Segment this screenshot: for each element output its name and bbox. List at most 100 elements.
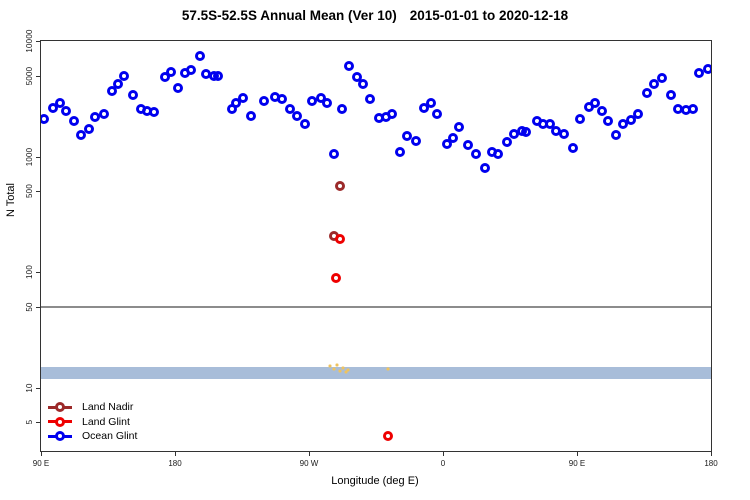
data-point-ocean-glint	[259, 96, 270, 107]
data-point-ocean-glint	[329, 148, 340, 159]
x-tick-label: 90 E	[568, 459, 586, 468]
data-point-ocean-glint	[41, 114, 49, 125]
legend-marker-icon	[48, 402, 72, 413]
data-point-ocean-glint	[597, 105, 608, 116]
data-point-ocean-glint	[470, 149, 481, 160]
data-point-ocean-glint	[574, 114, 585, 125]
legend-item-land-glint: Land Glint	[48, 415, 137, 430]
data-point-ocean-glint	[213, 70, 224, 81]
x-tick	[711, 451, 712, 456]
data-point-ocean-glint	[336, 104, 347, 115]
x-tick	[175, 451, 176, 456]
x-tick-label: 90 E	[32, 459, 50, 468]
legend-circle	[55, 431, 65, 442]
data-point-ocean-glint	[521, 126, 532, 137]
data-point-ocean-glint	[545, 118, 556, 129]
data-point-unlabeled-orange-markers	[328, 364, 332, 368]
legend-item-ocean-glint: Ocean Glint	[48, 429, 137, 444]
data-point-ocean-glint	[387, 108, 398, 119]
y-tick-label: 100	[25, 265, 34, 279]
data-point-ocean-glint	[89, 111, 100, 122]
data-point-ocean-glint	[625, 115, 636, 126]
y-tick	[36, 41, 41, 42]
data-point-ocean-glint	[113, 78, 124, 89]
data-point-ocean-glint	[165, 66, 176, 77]
y-tick	[36, 272, 41, 273]
data-point-ocean-glint	[454, 122, 465, 133]
x-tick	[577, 451, 578, 456]
data-point-ocean-glint	[357, 79, 368, 90]
data-point-unlabeled-orange-markers	[341, 366, 345, 370]
data-point-ocean-glint	[411, 136, 422, 147]
x-tick	[443, 451, 444, 456]
data-point-ocean-glint	[321, 98, 332, 109]
y-tick-label: 10000	[25, 29, 34, 53]
reference-line-50	[41, 305, 711, 308]
data-point-ocean-glint	[656, 72, 667, 83]
legend-label: Land Nadir	[82, 401, 134, 414]
legend-marker-icon	[48, 416, 72, 427]
chart-title-dates: 2015-01-01 to 2020-12-18	[409, 8, 569, 23]
data-point-ocean-glint	[649, 79, 660, 90]
y-tick	[36, 191, 41, 193]
data-point-ocean-glint	[231, 97, 242, 108]
data-point-unlabeled-orange-markers	[338, 369, 342, 373]
legend-marker-icon	[48, 431, 72, 442]
chart-title: 57.5S-52.5S Annual Mean (Ver 10) 2015-01…	[0, 8, 750, 23]
data-point-ocean-glint	[351, 71, 362, 82]
data-point-ocean-glint	[442, 139, 453, 150]
highlight-band	[41, 366, 711, 379]
data-point-ocean-glint	[245, 111, 256, 122]
data-point-ocean-glint	[558, 128, 569, 139]
y-tick-label: 500	[25, 184, 34, 199]
data-point-land-glint	[382, 431, 393, 442]
data-point-ocean-glint	[107, 86, 118, 96]
data-point-ocean-glint	[665, 90, 676, 101]
data-point-ocean-glint	[149, 106, 160, 117]
x-tick-label: 90 W	[299, 459, 319, 468]
data-point-ocean-glint	[277, 94, 288, 105]
data-point-ocean-glint	[618, 119, 629, 130]
data-point-unlabeled-orange-markers	[386, 367, 390, 371]
data-point-ocean-glint	[603, 115, 614, 126]
data-point-ocean-glint	[306, 96, 317, 107]
chart-title-range: 57.5S-52.5S Annual Mean (Ver 10)	[181, 8, 397, 23]
legend-circle	[55, 402, 65, 413]
y-tick-label: 5000	[25, 66, 34, 86]
x-tick-label: 180	[704, 459, 718, 468]
data-point-ocean-glint	[159, 71, 170, 82]
y-tick-label: 1000	[25, 147, 34, 166]
data-point-ocean-glint	[493, 149, 504, 160]
data-point-ocean-glint	[432, 108, 443, 119]
data-point-ocean-glint	[284, 104, 295, 115]
data-point-ocean-glint	[119, 70, 130, 81]
plot-area: 10000 5000 1000 500 100 50 10 5 90 E 180 90 W 0 90 E…	[25, 29, 718, 468]
data-point-ocean-glint	[502, 136, 513, 147]
data-point-ocean-glint	[186, 65, 197, 76]
x-tick-label: 180	[168, 459, 182, 468]
data-point-unlabeled-orange-markers	[335, 363, 339, 367]
x-axis-title: Longitude (deg E)	[331, 475, 419, 487]
data-point-ocean-glint	[344, 61, 355, 72]
data-point-ocean-glint	[448, 132, 459, 143]
legend-item-land-nadir: Land Nadir	[48, 400, 137, 415]
data-point-ocean-glint	[402, 131, 413, 142]
data-point-ocean-glint	[128, 90, 139, 101]
data-point-ocean-glint	[641, 88, 652, 99]
data-point-land-nadir	[335, 181, 346, 192]
data-point-ocean-glint	[567, 143, 578, 154]
y-tick	[36, 422, 41, 424]
data-point-ocean-glint	[426, 97, 437, 108]
legend-label: Land Glint	[82, 415, 130, 428]
x-tick	[41, 451, 42, 456]
data-point-ocean-glint	[55, 97, 66, 108]
y-tick-label: 5	[25, 419, 34, 425]
data-point-ocean-glint	[61, 105, 72, 116]
data-point-ocean-glint	[195, 50, 206, 61]
data-point-ocean-glint	[688, 104, 699, 115]
data-point-ocean-glint	[98, 109, 109, 120]
data-point-ocean-glint	[292, 111, 303, 122]
data-point-ocean-glint	[479, 163, 490, 173]
data-point-ocean-glint	[83, 124, 94, 135]
